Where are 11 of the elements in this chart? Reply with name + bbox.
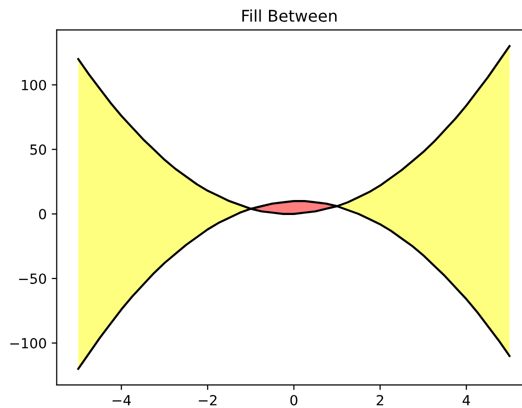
x-tick-label: −2 [198, 394, 216, 406]
y-tick-label: 0 [39, 208, 46, 220]
x-tick-label: 2 [376, 394, 384, 406]
x-tick-label: 0 [290, 394, 298, 406]
y-tick-label: −50 [19, 273, 46, 284]
y-tick-label: −100 [10, 338, 46, 349]
y-tick-label: 50 [30, 144, 46, 155]
chart-title: Fill Between [242, 9, 337, 22]
x-tick-label: 4 [462, 395, 470, 406]
y-tick-label: 100 [22, 80, 46, 90]
x-tick-label: −4 [112, 395, 131, 406]
